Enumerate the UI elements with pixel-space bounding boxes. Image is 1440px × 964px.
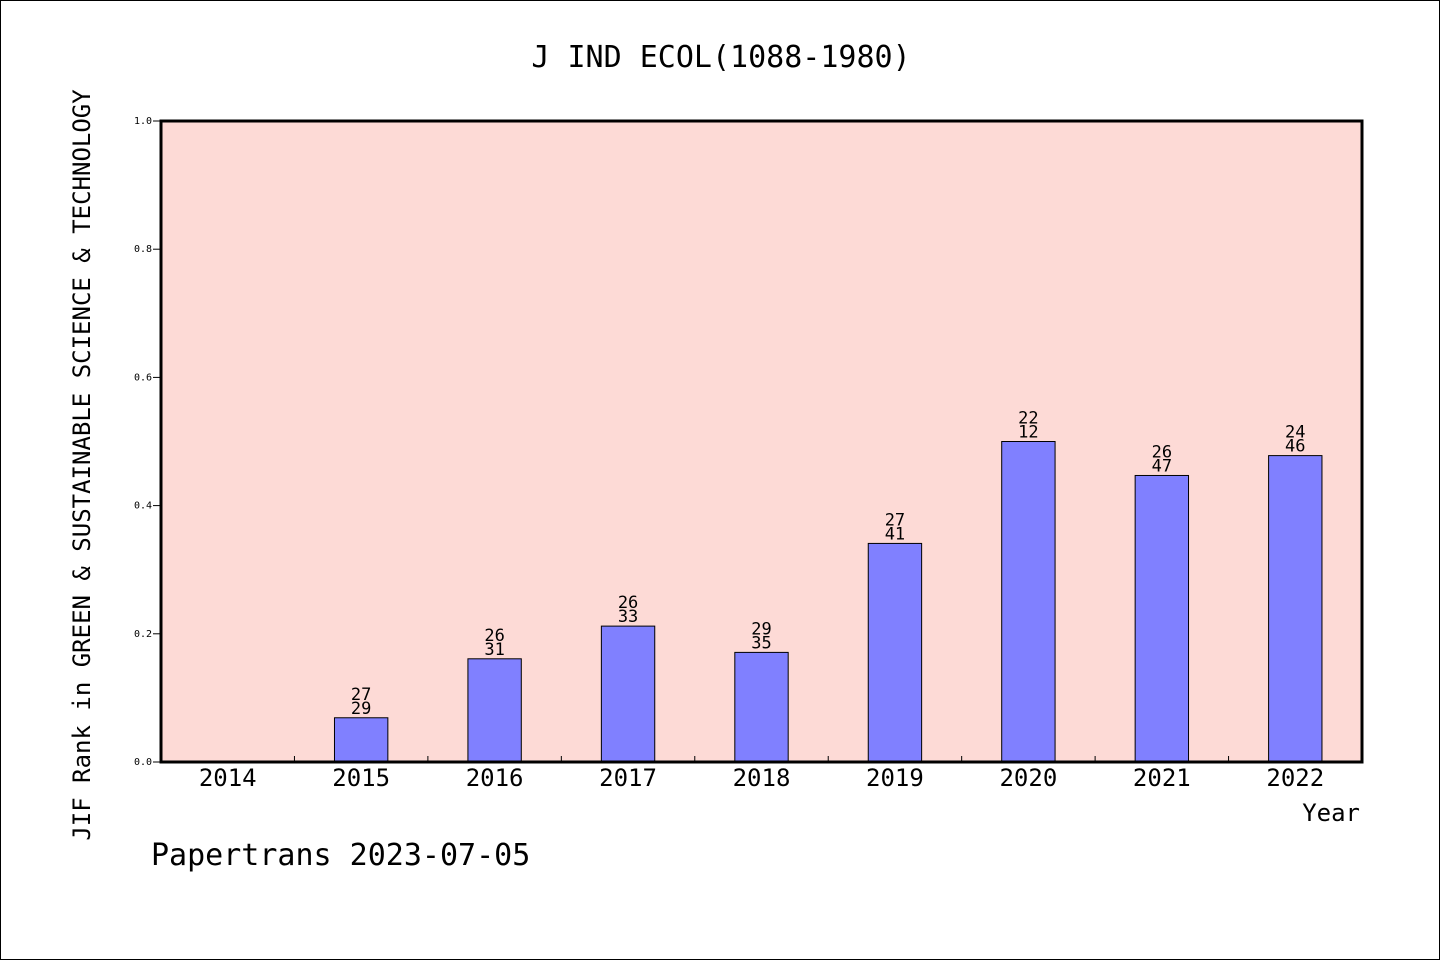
x-tick-label: 2022 [1266, 764, 1324, 792]
x-tick-label: 2015 [332, 764, 390, 792]
chart-title: J IND ECOL(1088-1980) [531, 40, 910, 75]
bar-label-top: 22 [1018, 409, 1038, 429]
x-axis-label: Year [1302, 799, 1360, 827]
bar [600, 625, 656, 763]
x-tick-label: 2020 [999, 764, 1057, 792]
bar-label-bottom: 35 [751, 633, 771, 653]
bar-label-top: 26 [1152, 442, 1172, 462]
y-tick-label: 1.0 [134, 116, 152, 127]
bar [1268, 455, 1323, 763]
y-tick-label: 0.2 [134, 629, 152, 640]
bar-label-bottom: 31 [484, 640, 504, 660]
bar-label-top: 27 [351, 685, 371, 705]
bar-label-top: 26 [484, 626, 504, 646]
bar [867, 542, 923, 763]
bar-label-bottom: 29 [351, 699, 371, 719]
bar-label-bottom: 47 [1152, 456, 1172, 476]
bar-label-top: 29 [751, 619, 771, 639]
bar [333, 717, 389, 763]
bar-label-bottom: 33 [618, 607, 638, 627]
y-axis-label: JIF Rank in GREEN & SUSTAINABLE SCIENCE … [68, 89, 96, 841]
x-tick-label: 2019 [866, 764, 924, 792]
y-tick-label: 0.8 [134, 244, 152, 255]
x-tick-label: 2018 [733, 764, 791, 792]
bar-label-bottom: 46 [1285, 437, 1305, 457]
x-tick-label: 2017 [599, 764, 657, 792]
x-tick-label: 2016 [466, 764, 524, 792]
x-tick-label: 2021 [1133, 764, 1191, 792]
x-axis-ticks: 2014 2015 2016 2017 2018 2019 2020 2021 2022 [199, 756, 1324, 792]
y-axis-ticks: 0.0 0.2 0.4 0.6 0.8 1.0 [134, 116, 161, 768]
bar-label-top: 26 [618, 593, 638, 613]
bar-label-top: 27 [885, 510, 905, 530]
y-tick-label: 0.0 [134, 757, 152, 768]
bar [1001, 441, 1056, 763]
plot-border [159, 119, 1364, 764]
bar-label-bottom: 12 [1018, 423, 1038, 443]
y-tick-label: 0.6 [134, 372, 152, 383]
bar [1134, 474, 1190, 763]
bar [467, 658, 522, 763]
watermark-text: Papertrans 2023-07-05 [151, 838, 530, 873]
x-tick-label: 2014 [199, 764, 257, 792]
bar [734, 651, 789, 763]
y-tick-label: 0.4 [134, 501, 152, 512]
bar-label-top: 24 [1285, 423, 1305, 443]
bar-label-bottom: 41 [885, 524, 905, 544]
